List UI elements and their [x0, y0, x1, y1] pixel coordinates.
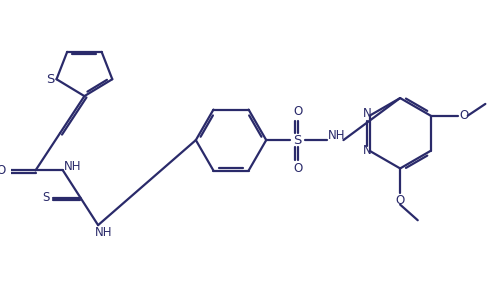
- Text: NH: NH: [64, 160, 81, 173]
- Text: S: S: [293, 134, 302, 147]
- Text: S: S: [42, 191, 50, 204]
- Text: O: O: [293, 105, 302, 118]
- Text: N: N: [363, 144, 372, 157]
- Text: O: O: [0, 164, 6, 177]
- Text: NH: NH: [328, 129, 346, 142]
- Text: N: N: [363, 107, 372, 120]
- Text: O: O: [395, 194, 405, 207]
- Text: O: O: [293, 162, 302, 175]
- Text: NH: NH: [95, 226, 113, 239]
- Text: S: S: [46, 73, 55, 86]
- Text: O: O: [459, 109, 468, 122]
